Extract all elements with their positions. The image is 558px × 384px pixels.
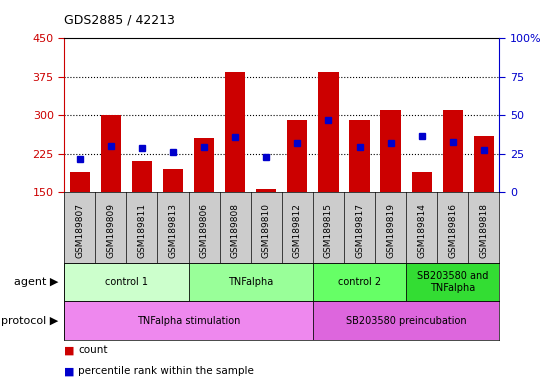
Text: TNFalpha: TNFalpha [228, 277, 273, 287]
Text: TNFalpha stimulation: TNFalpha stimulation [137, 316, 240, 326]
Bar [474, 136, 494, 192]
Bar [64, 263, 189, 301]
Text: count: count [78, 345, 108, 355]
Text: GSM189811: GSM189811 [137, 203, 146, 258]
Text: GDS2885 / 42213: GDS2885 / 42213 [64, 14, 175, 27]
Bar [287, 120, 307, 192]
Text: protocol ▶: protocol ▶ [1, 316, 59, 326]
Text: GSM189808: GSM189808 [230, 203, 239, 258]
Bar [318, 72, 339, 192]
Bar [313, 301, 499, 340]
Bar [381, 110, 401, 192]
Text: GSM189816: GSM189816 [448, 203, 457, 258]
Text: agent ▶: agent ▶ [14, 277, 59, 287]
Text: percentile rank within the sample: percentile rank within the sample [78, 366, 254, 376]
Bar [256, 189, 276, 192]
Text: ■: ■ [64, 345, 78, 355]
Bar [132, 161, 152, 192]
Bar [349, 120, 369, 192]
Text: GSM189810: GSM189810 [262, 203, 271, 258]
Text: control 2: control 2 [338, 277, 381, 287]
Text: GSM189812: GSM189812 [293, 203, 302, 258]
Bar [313, 263, 406, 301]
Text: GSM189815: GSM189815 [324, 203, 333, 258]
Bar [412, 172, 432, 192]
Text: GSM189813: GSM189813 [169, 203, 177, 258]
Bar [64, 301, 313, 340]
Text: SB203580 preincubation: SB203580 preincubation [346, 316, 466, 326]
Text: ■: ■ [64, 366, 78, 376]
Text: control 1: control 1 [105, 277, 148, 287]
Text: GSM189819: GSM189819 [386, 203, 395, 258]
Text: GSM189817: GSM189817 [355, 203, 364, 258]
Text: SB203580 and
TNFalpha: SB203580 and TNFalpha [417, 271, 488, 293]
Bar [225, 72, 246, 192]
Bar [163, 169, 183, 192]
Text: GSM189818: GSM189818 [479, 203, 488, 258]
Bar [100, 115, 121, 192]
Bar [442, 110, 463, 192]
Text: GSM189806: GSM189806 [200, 203, 209, 258]
Bar [189, 263, 313, 301]
Text: GSM189814: GSM189814 [417, 203, 426, 258]
Text: GSM189807: GSM189807 [75, 203, 84, 258]
Bar [406, 263, 499, 301]
Bar [70, 172, 90, 192]
Bar [194, 138, 214, 192]
Text: GSM189809: GSM189809 [107, 203, 116, 258]
